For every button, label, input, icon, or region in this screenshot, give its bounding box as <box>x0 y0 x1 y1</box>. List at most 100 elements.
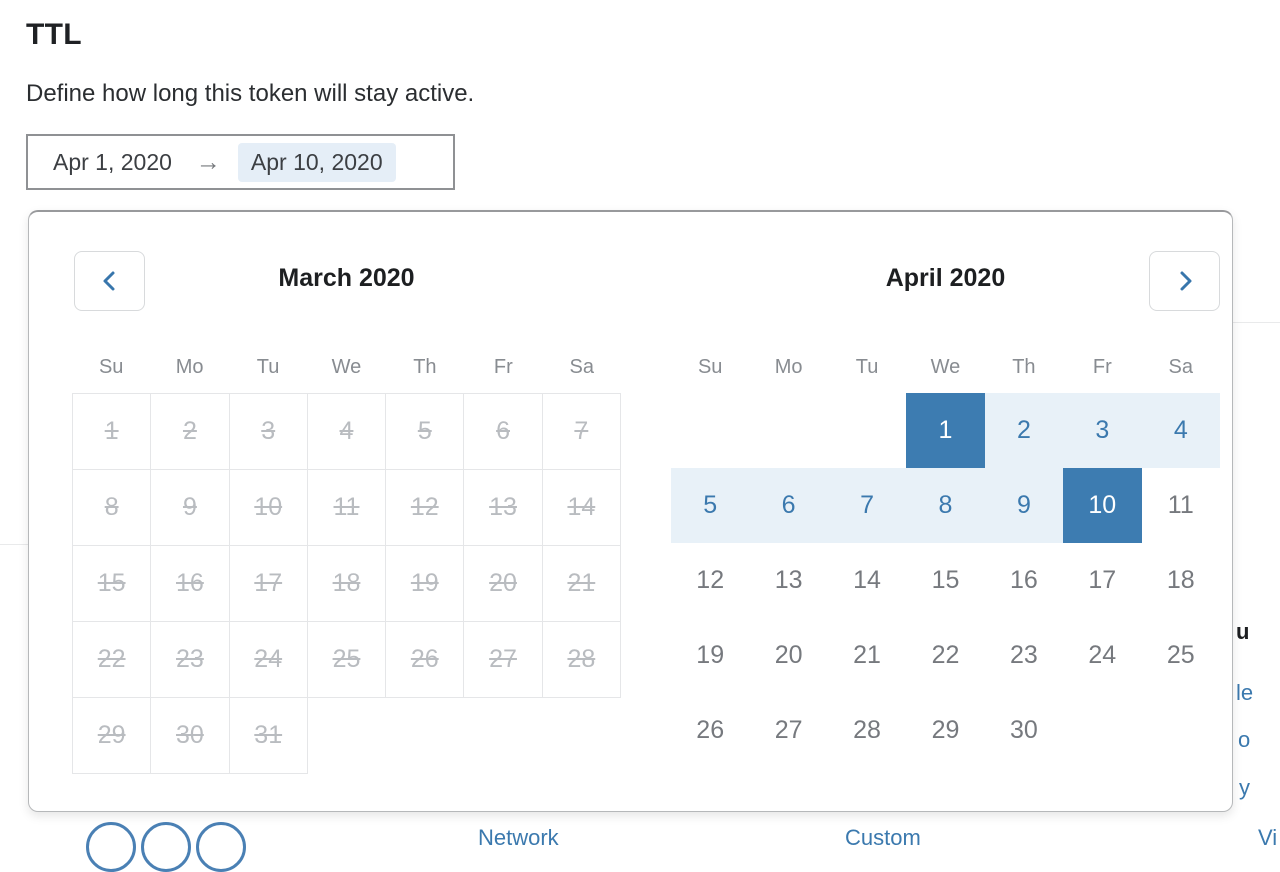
day-cell-april-1[interactable]: 1 <box>906 393 985 468</box>
empty-day-cell <box>542 698 620 774</box>
day-cell-march-19: 19 <box>385 545 465 622</box>
empty-day-cell <box>1142 693 1220 768</box>
weekday-label: Sa <box>569 356 594 378</box>
day-cell-march-10: 10 <box>228 469 308 546</box>
day-cell-april-30[interactable]: 30 <box>1009 716 1038 744</box>
previous-month-button[interactable] <box>74 251 145 311</box>
circle-outline-icon[interactable] <box>196 822 246 872</box>
day-cell-april-29[interactable]: 29 <box>931 716 960 744</box>
day-cell-april-3[interactable]: 3 <box>1063 393 1142 468</box>
day-cell-march-12: 12 <box>385 469 465 546</box>
weekday-label: Tu <box>256 356 280 378</box>
day-cell-march-9: 9 <box>150 469 230 546</box>
end-date-field[interactable]: Apr 10, 2020 <box>237 142 396 182</box>
weekday-label: Th <box>413 356 437 378</box>
day-cell-april-8[interactable]: 8 <box>906 468 985 543</box>
month-title: March 2020 <box>278 264 415 292</box>
empty-day-cell <box>386 698 464 774</box>
day-cell-april-10[interactable]: 10 <box>1063 468 1142 543</box>
day-cell-march-20: 20 <box>463 545 543 622</box>
day-cell-march-1: 1 <box>71 393 152 470</box>
day-cell-april-4[interactable]: 4 <box>1141 393 1220 468</box>
day-cell-april-22[interactable]: 22 <box>931 641 960 669</box>
empty-day-cell <box>749 393 827 468</box>
day-cell-april-16[interactable]: 16 <box>1009 566 1038 594</box>
clipped-link-fragment-2[interactable]: o <box>1238 727 1251 752</box>
weekday-label: Su <box>697 356 723 378</box>
day-cell-march-25: 25 <box>306 621 387 698</box>
day-cell-march-6: 6 <box>463 393 543 470</box>
day-cell-march-3: 3 <box>228 393 308 470</box>
clipped-link-fragment-1[interactable]: le <box>1236 680 1254 705</box>
day-cell-march-13: 13 <box>463 469 543 546</box>
day-cell-april-11[interactable]: 11 <box>1167 491 1194 519</box>
day-cell-april-2[interactable]: 2 <box>984 393 1064 468</box>
day-cell-april-28[interactable]: 28 <box>853 716 881 744</box>
clipped-bottom-link-1[interactable]: Network <box>478 825 559 850</box>
day-cell-april-21[interactable]: 21 <box>853 641 881 669</box>
day-cell-march-18: 18 <box>306 545 387 622</box>
day-cell-april-24[interactable]: 24 <box>1088 641 1117 669</box>
day-cell-april-14[interactable]: 14 <box>853 566 881 594</box>
day-cell-april-5[interactable]: 5 <box>671 468 750 543</box>
clipped-link-fragment-3[interactable]: y <box>1239 775 1250 800</box>
day-cell-april-20[interactable]: 20 <box>774 641 803 669</box>
background-divider-left <box>0 544 28 545</box>
day-cell-march-17: 17 <box>228 545 308 622</box>
day-cell-april-15[interactable]: 15 <box>931 566 960 594</box>
day-grid: 1 2 3 4 5 6 7 8 9 10 11 12 13 14 15 16 17 18 19 20 21 22 23 24 2… <box>671 393 1220 768</box>
day-cell-march-22: 22 <box>71 621 152 698</box>
day-cell-april-12[interactable]: 12 <box>696 566 725 594</box>
month-title: April 2020 <box>885 264 1006 292</box>
empty-day-cell <box>464 698 542 774</box>
day-cell-march-7: 7 <box>541 393 622 470</box>
clipped-bottom-link-2[interactable]: Custom <box>845 825 921 850</box>
weekday-label: We <box>331 356 362 378</box>
weekday-label: We <box>930 356 961 378</box>
day-cell-march-4: 4 <box>306 393 387 470</box>
chevron-right-icon <box>1180 271 1191 291</box>
day-cell-april-17[interactable]: 17 <box>1088 566 1117 594</box>
empty-day-cell <box>828 393 906 468</box>
weekday-label: Fr <box>1092 356 1112 378</box>
day-cell-march-27: 27 <box>463 621 543 698</box>
day-cell-march-11: 11 <box>306 469 387 546</box>
empty-day-cell <box>307 698 385 774</box>
chevron-left-icon <box>103 271 114 291</box>
empty-day-cell <box>671 393 749 468</box>
day-grid: 1 2 3 4 5 6 7 8 9 10 11 12 13 14 15 16 17 18 19 20 21 22 23 24 2… <box>71 393 622 774</box>
day-cell-april-25[interactable]: 25 <box>1166 641 1195 669</box>
day-cell-march-16: 16 <box>150 545 230 622</box>
clipped-bottom-link-3[interactable]: Vi <box>1258 825 1278 850</box>
empty-day-cell <box>1063 693 1141 768</box>
page-title: TTL <box>26 18 82 51</box>
background-divider-right <box>1233 322 1280 323</box>
day-cell-april-23[interactable]: 23 <box>1009 641 1038 669</box>
next-month-button[interactable] <box>1149 251 1220 311</box>
day-cell-april-9[interactable]: 9 <box>984 468 1064 543</box>
day-cell-april-26[interactable]: 26 <box>696 716 725 744</box>
arrow-right-icon: → <box>195 147 221 176</box>
day-cell-march-29: 29 <box>71 697 152 774</box>
circle-outline-icon[interactable] <box>141 822 191 872</box>
day-cell-march-24: 24 <box>228 621 308 698</box>
day-cell-april-18[interactable]: 18 <box>1166 566 1195 594</box>
date-range-input[interactable]: Apr 1, 2020 → Apr 10, 2020 <box>26 134 455 190</box>
weekday-label: Mo <box>774 356 803 378</box>
day-cell-april-13[interactable]: 13 <box>774 566 803 594</box>
day-cell-april-7[interactable]: 7 <box>827 468 907 543</box>
day-cell-march-26: 26 <box>385 621 465 698</box>
weekday-label: Sa <box>1168 356 1193 378</box>
day-cell-march-8: 8 <box>71 469 152 546</box>
start-date-field[interactable]: Apr 1, 2020 <box>53 148 172 175</box>
day-cell-march-23: 23 <box>150 621 230 698</box>
day-cell-april-6[interactable]: 6 <box>749 468 828 543</box>
circle-outline-icon[interactable] <box>86 822 136 872</box>
day-cell-april-27[interactable]: 27 <box>774 716 803 744</box>
weekday-label: Th <box>1012 356 1036 378</box>
weekday-label: Fr <box>493 356 513 378</box>
day-cell-march-31: 31 <box>228 697 308 774</box>
day-cell-april-19[interactable]: 19 <box>696 641 725 669</box>
weekday-label: Tu <box>855 356 879 378</box>
weekday-header-row: Su Mo Tu We Th Fr Sa <box>72 356 621 379</box>
